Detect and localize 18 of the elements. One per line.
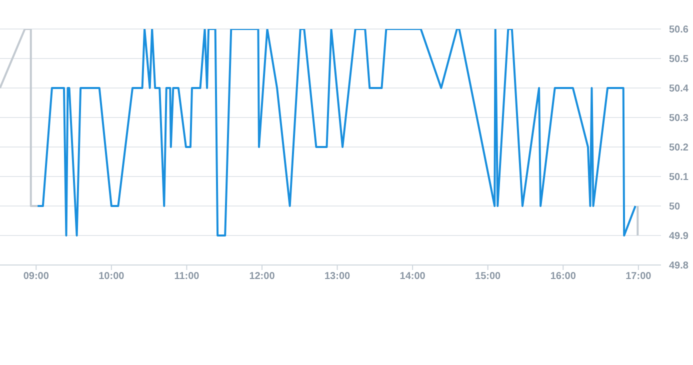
y-tick-label: 50.6 — [669, 24, 689, 36]
x-tick-label: 15:00 — [475, 271, 502, 282]
y-tick-label: 50.3 — [669, 113, 689, 124]
y-tick-label: 50.1 — [669, 172, 689, 184]
y-tick-label: 49.8 — [669, 260, 689, 272]
y-tick-label: 50.4 — [669, 84, 689, 95]
y-tick-label: 50.2 — [669, 142, 689, 154]
x-tick-label: 14:00 — [400, 271, 426, 282]
y-tick-label: 50 — [669, 202, 681, 213]
y-tick-label: 50.5 — [669, 54, 689, 66]
x-tick-label: 09:00 — [23, 271, 50, 282]
x-tick-label: 16:00 — [550, 271, 576, 282]
x-tick-label: 17:00 — [626, 271, 652, 282]
x-tick-label: 13:00 — [324, 271, 350, 282]
y-tick-label: 49.9 — [669, 231, 689, 242]
x-tick-label: 12:00 — [249, 271, 276, 282]
x-tick-label: 10:00 — [98, 271, 125, 282]
x-tick-label: 11:00 — [174, 271, 200, 282]
